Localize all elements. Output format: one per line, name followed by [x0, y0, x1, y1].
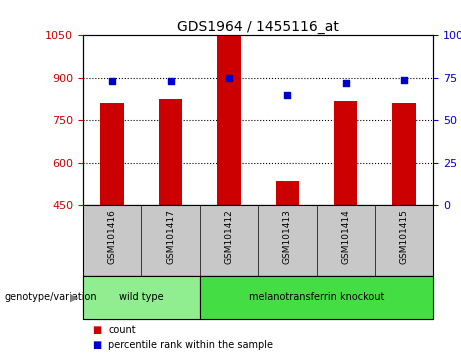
Bar [100, 103, 124, 205]
Text: ■: ■ [92, 341, 101, 350]
Bar [392, 103, 416, 205]
Text: GSM101413: GSM101413 [283, 209, 292, 264]
Bar [83, 205, 433, 276]
Bar [83, 276, 200, 319]
Text: GSM101416: GSM101416 [108, 209, 117, 264]
Text: percentile rank within the sample: percentile rank within the sample [108, 341, 273, 350]
Point [108, 79, 116, 84]
Title: GDS1964 / 1455116_at: GDS1964 / 1455116_at [177, 21, 339, 34]
Point [167, 79, 174, 84]
Text: melanotransferrin knockout: melanotransferrin knockout [249, 292, 384, 302]
Point [401, 77, 408, 82]
Point [225, 75, 233, 81]
Text: GSM101412: GSM101412 [225, 209, 233, 264]
Text: ■: ■ [92, 325, 101, 335]
Bar [83, 276, 433, 319]
Bar [276, 181, 299, 205]
Text: genotype/variation: genotype/variation [5, 292, 97, 302]
Text: GSM101414: GSM101414 [341, 209, 350, 264]
Text: GSM101417: GSM101417 [166, 209, 175, 264]
Point [342, 80, 349, 86]
Bar [334, 101, 357, 205]
Bar [217, 35, 241, 205]
Text: wild type: wild type [119, 292, 164, 302]
Text: count: count [108, 325, 136, 335]
Text: GSM101415: GSM101415 [400, 209, 408, 264]
Text: ▶: ▶ [70, 292, 78, 302]
Bar [159, 99, 182, 205]
Bar [200, 276, 433, 319]
Point [284, 92, 291, 98]
